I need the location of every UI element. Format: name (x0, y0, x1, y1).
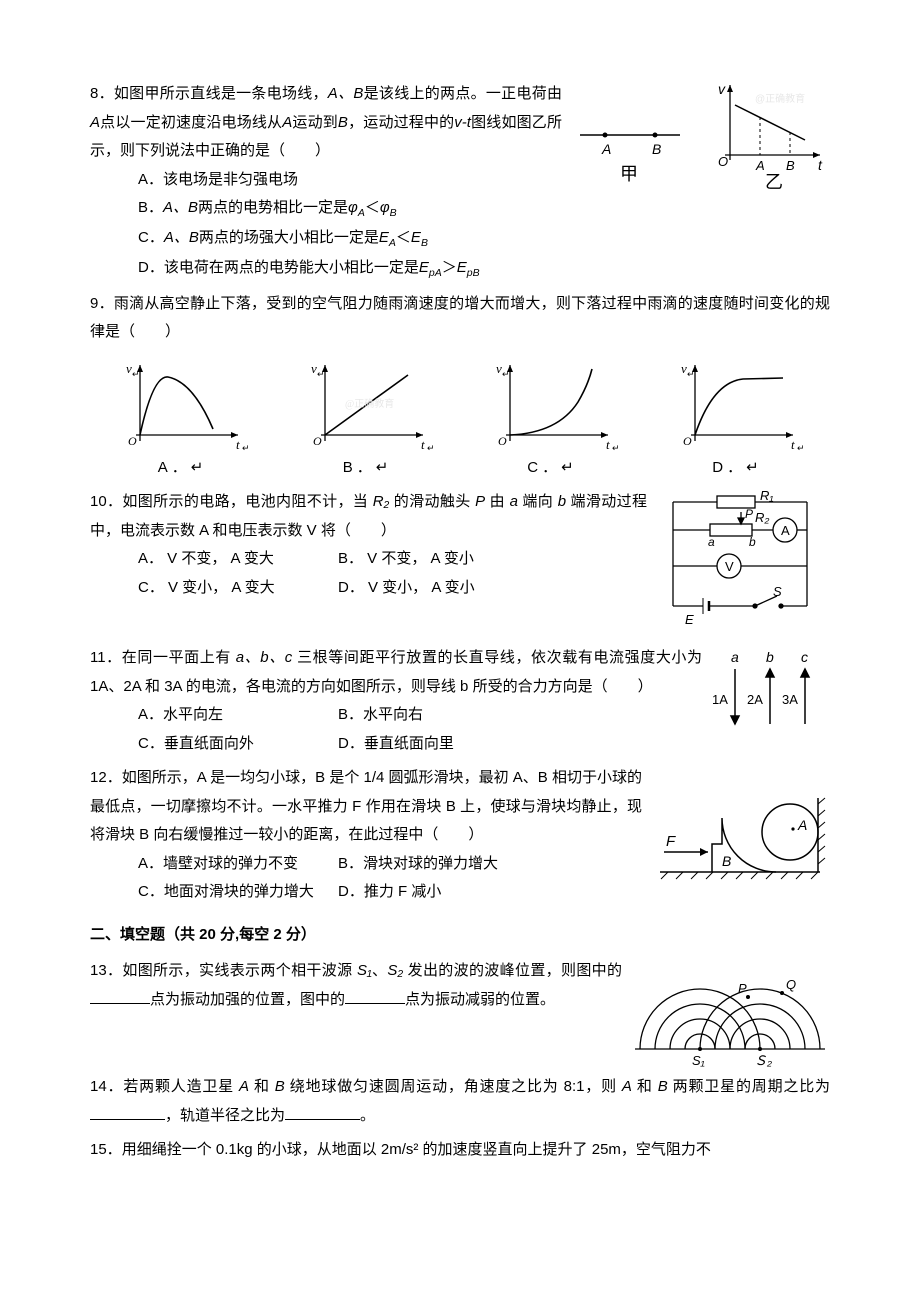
svg-text:↵: ↵ (797, 443, 803, 452)
section-2-title: 二、填空题（共 20 分,每空 2 分） (90, 921, 830, 950)
q13-blank-1 (90, 988, 150, 1004)
svg-text:b: b (749, 535, 756, 549)
q9-graph-a: v ↵ t ↵ O A．↵ (118, 357, 248, 483)
q10-option-b: B． V 不变， A 变小 (338, 545, 538, 574)
svg-text:P: P (745, 507, 753, 521)
svg-text:乙: 乙 (765, 172, 783, 192)
q9-figures: v ↵ t ↵ O A．↵ v ↵ t (90, 357, 830, 483)
svg-text:b: b (766, 649, 774, 665)
q9-graph-b: v ↵ t ↵ O @正确教育 B．↵ (303, 357, 433, 483)
svg-text:v: v (718, 81, 726, 97)
svg-text:↵: ↵ (687, 369, 695, 379)
svg-text:E: E (685, 612, 694, 627)
question-10: R₁ R₂ P a b A V E S 10．如图所示的电路，电池内阻不计，当 … (90, 488, 830, 638)
svg-text:O: O (128, 434, 137, 448)
svg-text:P: P (738, 981, 747, 996)
question-9: 9．雨滴从高空静止下落，受到的空气阻力随雨滴速度的增大而增大，则下落过程中雨滴的… (90, 290, 830, 483)
q13-svg: S₁ Ｓ₂ P Q (630, 957, 830, 1067)
svg-text:O: O (718, 154, 728, 169)
svg-text:@正确教育: @正确教育 (345, 397, 394, 410)
q8-svg: A B 甲 v t O A B (570, 80, 830, 200)
q8-option-c: C．A、B两点的场强大小相比一定是EA＜EB (138, 224, 830, 254)
svg-text:Ｓ₂: Ｓ₂ (754, 1053, 772, 1067)
q8-fig-label-a: A (601, 141, 611, 157)
q15-stem: 15．用细绳拴一个 0.1kg 的小球，从地面以 2m/s² 的加速度竖直向上提… (90, 1136, 830, 1165)
svg-text:↵: ↵ (242, 443, 248, 452)
q11-figure: a b c 1A 2A 3A (710, 644, 830, 744)
q10-option-a: A． V 不变， A 变大 (138, 545, 338, 574)
svg-text:↵: ↵ (317, 369, 325, 379)
svg-text:↵: ↵ (427, 443, 433, 452)
q11-option-b: B．水平向右 (338, 701, 538, 730)
q14-blank-2 (285, 1104, 360, 1120)
q14-blank-1 (90, 1104, 165, 1120)
q11-option-a: A．水平向左 (138, 701, 338, 730)
question-15: 15．用细绳拴一个 0.1kg 的小球，从地面以 2m/s² 的加速度竖直向上提… (90, 1136, 830, 1165)
q12-figure: F A B (650, 794, 830, 884)
q12-option-c: C．地面对滑块的弹力增大 (138, 878, 338, 907)
q11-option-c: C．垂直纸面向外 (138, 730, 338, 759)
svg-text:c: c (801, 649, 808, 665)
svg-text:A: A (797, 817, 807, 833)
svg-text:t: t (606, 437, 610, 452)
q10-option-d: D． V 变小， A 变小 (338, 574, 538, 603)
q12-option-a: A．墙壁对球的弹力不变 (138, 850, 338, 879)
svg-text:@正确教育: @正确教育 (755, 92, 805, 105)
svg-text:O: O (313, 434, 322, 448)
svg-text:O: O (498, 434, 507, 448)
q9-graph-d: v ↵ t ↵ O D．↵ (673, 357, 803, 483)
svg-text:t: t (818, 157, 823, 173)
q10-svg: R₁ R₂ P a b A V E S (655, 488, 830, 638)
svg-text:2A: 2A (747, 692, 763, 707)
svg-text:↵: ↵ (502, 369, 510, 379)
svg-text:↵: ↵ (612, 443, 618, 452)
question-14: 14．若两颗人造卫星 A 和 B 绕地球做匀速圆周运动，角速度之比为 8:1，则… (90, 1073, 830, 1130)
svg-text:O: O (683, 434, 692, 448)
svg-text:t: t (236, 437, 240, 452)
svg-text:a: a (708, 535, 715, 549)
svg-text:B: B (722, 853, 731, 869)
svg-text:R₂: R₂ (755, 510, 769, 525)
svg-text:a: a (731, 649, 739, 665)
q10-figure: R₁ R₂ P a b A V E S (655, 488, 830, 638)
svg-text:S: S (773, 584, 782, 599)
svg-text:Q: Q (786, 977, 796, 992)
svg-text:1A: 1A (712, 692, 728, 707)
question-13: S₁ Ｓ₂ P Q 13．如图所示，实线表示两个相干波源 S₁、S₂ 发出的波的… (90, 957, 830, 1067)
q9-stem: 9．雨滴从高空静止下落，受到的空气阻力随雨滴速度的增大而增大，则下落过程中雨滴的… (90, 290, 830, 347)
q12-svg: F A B (650, 794, 830, 884)
svg-text:V: V (725, 559, 734, 574)
q8-fig-jia: 甲 (620, 164, 638, 184)
q14-stem: 14．若两颗人造卫星 A 和 B 绕地球做匀速圆周运动，角速度之比为 8:1，则… (90, 1073, 830, 1130)
svg-text:↵: ↵ (132, 369, 140, 379)
svg-text:B: B (786, 158, 795, 173)
svg-text:S₁: S₁ (692, 1053, 705, 1067)
exam-page: A B 甲 v t O A B (0, 0, 920, 1211)
q10-option-c: C． V 变小， A 变大 (138, 574, 338, 603)
q13-blank-2 (345, 988, 405, 1004)
svg-text:A: A (755, 158, 765, 173)
svg-text:F: F (666, 833, 676, 850)
q8-fig-label-b: B (652, 141, 661, 157)
svg-text:t: t (421, 437, 425, 452)
q12-option-b: B．滑块对球的弹力增大 (338, 850, 538, 879)
question-12: F A B 12．如图所示，A 是一均匀小球，B 是个 1/4 圆弧形滑块，最初… (90, 764, 830, 907)
svg-text:3A: 3A (782, 692, 798, 707)
q11-option-d: D．垂直纸面向里 (338, 730, 538, 759)
q10-r1-label: R₁ (760, 488, 774, 503)
question-11: a b c 1A 2A 3A 11．在同一平面上有 a、b、c 三根等间距平行放… (90, 644, 830, 758)
q13-figure: S₁ Ｓ₂ P Q (630, 957, 830, 1067)
question-8: A B 甲 v t O A B (90, 80, 830, 284)
svg-text:t: t (791, 437, 795, 452)
q11-svg: a b c 1A 2A 3A (710, 644, 830, 744)
q8-option-d: D．该电荷在两点的电势能大小相比一定是EpA＞EpB (138, 254, 830, 284)
svg-text:A: A (781, 523, 790, 538)
q8-figure: A B 甲 v t O A B (570, 80, 830, 200)
q9-graph-c: v ↵ t ↵ O C．↵ (488, 357, 618, 483)
q12-option-d: D．推力 F 减小 (338, 878, 538, 907)
